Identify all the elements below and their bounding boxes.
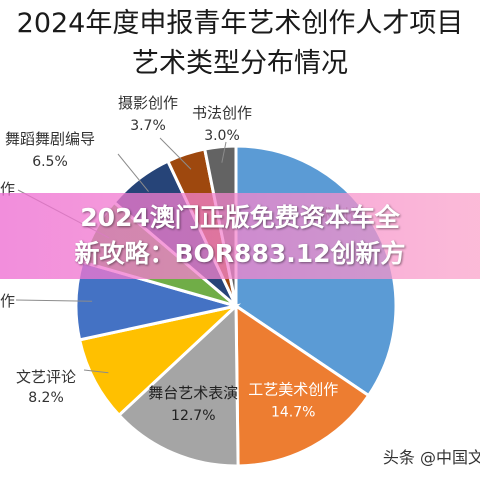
leader-line-7 bbox=[159, 137, 192, 170]
pie-slice-3 bbox=[77, 303, 242, 418]
leader-line-4 bbox=[15, 299, 93, 302]
slice-label-6-s6_pct: 6.5% bbox=[32, 154, 68, 170]
leader-line-6 bbox=[117, 153, 149, 192]
slice-label-2-s2_name: 舞台艺术表演 bbox=[148, 384, 238, 402]
chart-title-line-2: 艺术类型分布情况 bbox=[132, 48, 348, 79]
slice-label-1-s1_name: 工艺美术创作 bbox=[248, 381, 338, 399]
leader-line-3 bbox=[83, 369, 109, 374]
slice-label-4-s4_name: 作 bbox=[0, 292, 15, 310]
slice-label-3-s3_name: 文艺评论 bbox=[16, 368, 76, 386]
chart-title-line-1: 2024年度申报青年艺术创作人才项目 bbox=[16, 8, 464, 39]
slice-labels: 美术创作工艺美术创作14.7%舞台艺术表演12.7%文艺评论8.2%作作舞蹈舞剧… bbox=[0, 94, 364, 424]
slice-label-3-s3_pct: 8.2% bbox=[28, 390, 64, 406]
leader-line-8 bbox=[221, 141, 227, 163]
pie-slice-2 bbox=[116, 302, 240, 468]
slice-label-8-s8_name: 书法创作 bbox=[192, 104, 252, 122]
banner-line-1: 2024澳门正版免费资本车全 bbox=[80, 203, 400, 232]
chart-title: 2024年度申报青年艺术创作人才项目 艺术类型分布情况 bbox=[0, 4, 480, 84]
slice-label-7-s7_pct: 3.7% bbox=[130, 118, 166, 134]
slice-label-2-s2_pct: 12.7% bbox=[171, 408, 215, 424]
slice-label-7-s7_name: 摄影创作 bbox=[118, 94, 178, 112]
banner-line-2: 新攻略：BOR883.12创新方 bbox=[74, 239, 406, 268]
slice-label-6-s6_name: 舞蹈舞剧编导 bbox=[5, 130, 95, 148]
watermark: 头条 @中国文 bbox=[382, 448, 480, 467]
slice-label-1-s1_pct: 14.7% bbox=[271, 405, 315, 421]
promo-banner[interactable]: 2024澳门正版免费资本车全 新攻略：BOR883.12创新方 bbox=[0, 193, 480, 279]
pie-slice-1 bbox=[234, 303, 371, 468]
slice-label-8-s8_pct: 3.0% bbox=[204, 128, 240, 144]
